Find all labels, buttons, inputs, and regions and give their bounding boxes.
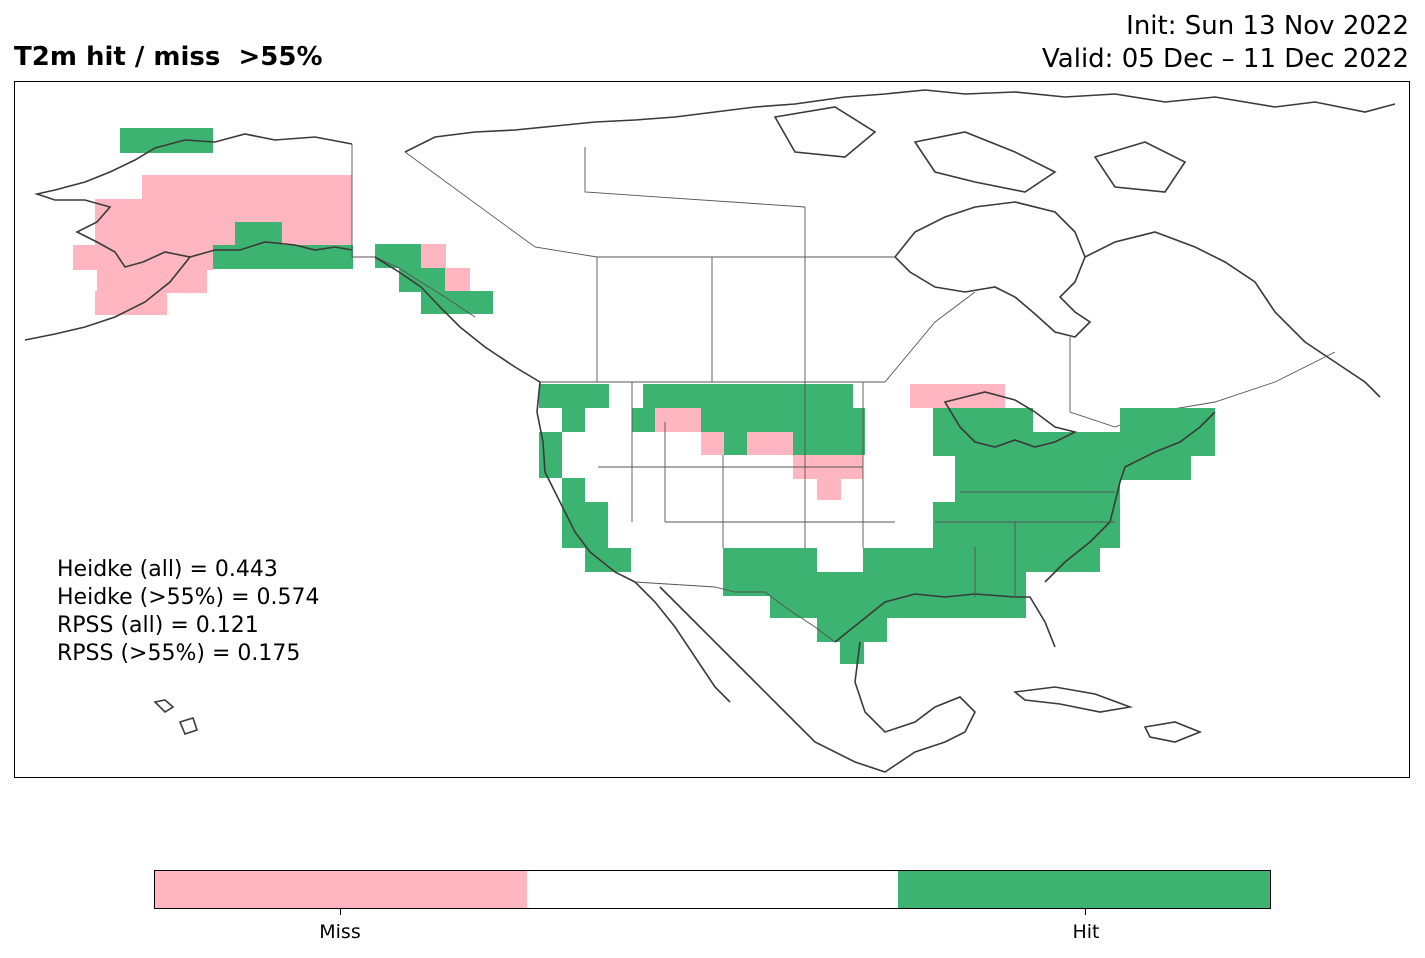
- hit-cell: [863, 548, 910, 572]
- map-panel: [14, 81, 1410, 778]
- rpss-all: RPSS (all) = 0.121: [57, 613, 259, 638]
- hit-cell: [955, 480, 1120, 502]
- hit-cell: [643, 384, 853, 408]
- legend-hit-label: Hit: [1072, 921, 1100, 943]
- hispaniola: [1143, 721, 1203, 743]
- miss-cell: [95, 199, 145, 249]
- hit-cell: [723, 572, 1026, 596]
- alaska-region: [24, 128, 353, 341]
- legend-hit-tick: [1085, 909, 1086, 915]
- heidke-55: Heidke (>55%) = 0.574: [57, 585, 320, 610]
- valid-dates: Valid: 05 Dec – 11 Dec 2022: [1042, 44, 1409, 74]
- legend-neutral-swatch: [526, 871, 899, 908]
- hit-cell: [1120, 408, 1215, 456]
- province-line-4: [404, 151, 895, 258]
- legend-colorbar: [154, 870, 1271, 909]
- miss-cell: [95, 291, 167, 315]
- hit-cell: [562, 408, 585, 432]
- miss-cell: [910, 384, 1005, 408]
- cuba: [1013, 686, 1134, 713]
- skill-scores: Heidke (all) = 0.443 Heidke (>55%) = 0.5…: [57, 556, 320, 668]
- hit-cell: [723, 548, 793, 572]
- hit-cell: [539, 384, 609, 408]
- labrador-coastline: [1084, 231, 1381, 398]
- baja-coastline: [634, 581, 731, 703]
- hawaii: [153, 699, 199, 735]
- mexico-region: [153, 581, 1203, 773]
- init-date: Init: Sun 13 Nov 2022: [1126, 11, 1409, 41]
- hit-cell: [421, 291, 493, 314]
- hit-cell: [562, 478, 585, 502]
- hit-cell: [632, 408, 655, 432]
- miss-cell: [97, 269, 207, 293]
- gulf-coastline: [834, 593, 1056, 648]
- legend-miss-tick: [340, 909, 341, 915]
- ontario-line: [884, 291, 976, 383]
- hit-cell: [933, 502, 1120, 548]
- alaska-peninsula: [24, 256, 191, 341]
- miss-cell: [817, 479, 841, 500]
- miss-cell: [701, 432, 724, 455]
- hit-cell: [933, 408, 1033, 432]
- miss-cell: [747, 432, 793, 455]
- hit-cell: [955, 456, 1191, 480]
- hit-cell: [213, 245, 353, 269]
- east-coastline: [1044, 411, 1216, 583]
- territory-line: [584, 147, 806, 208]
- hit-cell: [793, 432, 865, 455]
- rpss-55: RPSS (>55%) = 0.175: [57, 641, 301, 666]
- legend-miss-label: Miss: [319, 921, 361, 943]
- arctic-island-2: [1093, 141, 1187, 193]
- alaska-canada-border: [351, 144, 476, 318]
- arctic-island-3: [773, 106, 877, 158]
- canada-region: [351, 89, 1396, 428]
- legend-hit-swatch: [898, 871, 1271, 908]
- hit-cell: [701, 408, 865, 432]
- hit-cell: [375, 244, 421, 268]
- alaska-coastline: [34, 133, 353, 268]
- miss-cell: [73, 245, 213, 270]
- us-mexico-border: [634, 581, 836, 643]
- mexico-coastline: [659, 586, 976, 773]
- hit-cell: [770, 596, 1026, 618]
- hudson-bay-coastline: [893, 201, 1092, 338]
- arctic-island-1: [913, 131, 1057, 193]
- contiguous-us-region: [536, 381, 1216, 664]
- hit-cell: [793, 548, 817, 572]
- hit-cell: [910, 548, 1100, 572]
- map-title: T2m hit / miss >55%: [14, 42, 323, 72]
- legend-miss-swatch: [155, 871, 527, 908]
- heidke-all: Heidke (all) = 0.443: [57, 557, 278, 582]
- hit-cell: [585, 548, 631, 572]
- miss-cell: [421, 244, 446, 268]
- hit-cell: [724, 432, 747, 455]
- miss-cell: [445, 268, 470, 292]
- hit-cell: [840, 642, 864, 664]
- us-west-coastline: [536, 381, 636, 583]
- bc-coastline: [374, 256, 541, 383]
- hit-cell: [817, 618, 887, 642]
- miss-cell: [655, 408, 701, 432]
- forecast-dates: Init: Sun 13 Nov 2022 Valid: 05 Dec – 11…: [1042, 10, 1409, 76]
- arctic-coastline: [404, 89, 1396, 153]
- map-canvas: [24, 89, 1396, 773]
- great-lakes: [943, 391, 1078, 448]
- hit-cell: [562, 502, 608, 548]
